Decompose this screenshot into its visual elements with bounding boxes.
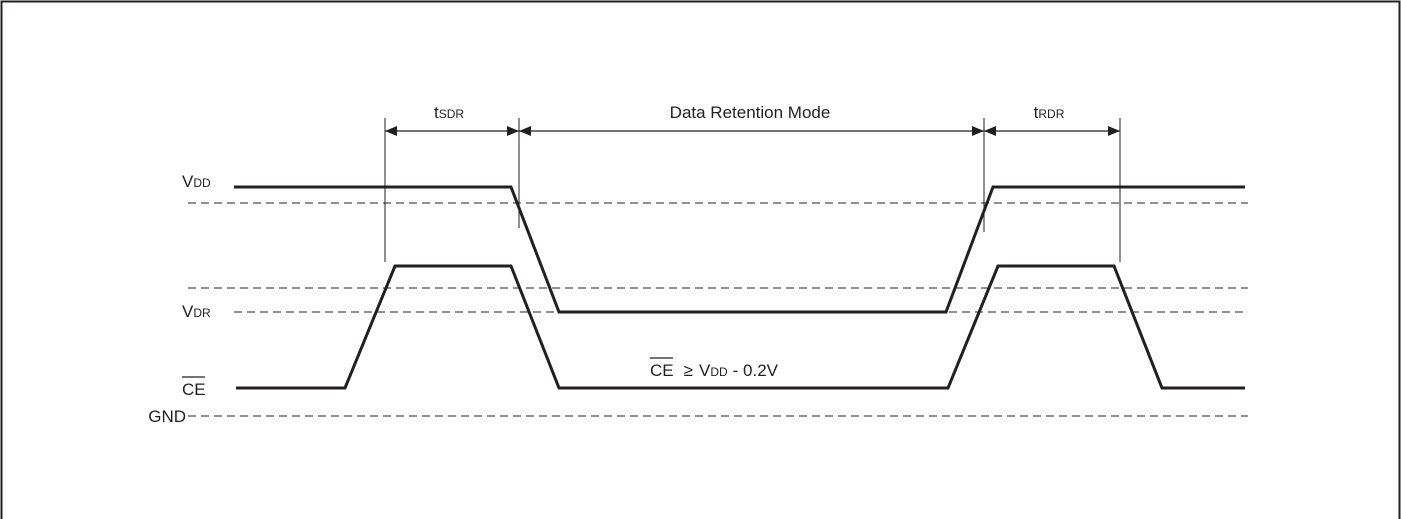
vdd-label: VDD <box>182 172 211 191</box>
vdr-label: VDR <box>182 302 211 321</box>
vdd-waveform <box>234 185 1245 314</box>
tsdr-label: tSDR <box>434 103 464 122</box>
data-retention-mode-label: Data Retention Mode <box>670 103 831 122</box>
ce-waveform <box>236 264 1245 390</box>
ce-condition-label: CE ≥ VDD - 0.2V <box>650 361 779 380</box>
ce-label: CE <box>182 380 206 399</box>
gnd-label: GND <box>148 407 186 426</box>
trdr-label: tRDR <box>1034 103 1065 122</box>
